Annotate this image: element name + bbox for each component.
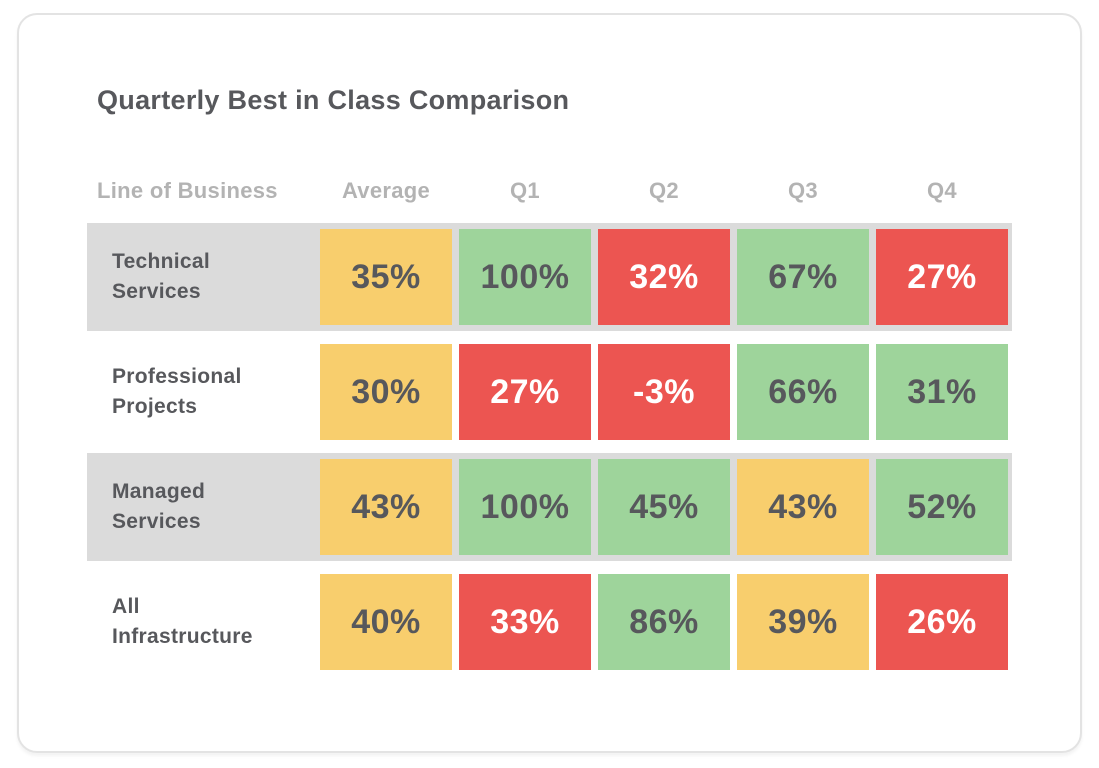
value-cell: 32% (598, 229, 730, 325)
cell-value: 86% (629, 602, 699, 641)
cell-value: 31% (907, 372, 977, 411)
cell-value: 100% (480, 487, 570, 526)
row-label: Technical Services (87, 247, 313, 307)
value-cell: 31% (876, 344, 1008, 440)
value-cell: 100% (459, 459, 591, 555)
column-header-q2: Q2 (649, 178, 679, 203)
column-header-q3: Q3 (788, 178, 818, 203)
column-header-q4: Q4 (927, 178, 957, 203)
cell-value: 39% (768, 602, 838, 641)
value-cell: 66% (737, 344, 869, 440)
cell-value: 30% (351, 372, 421, 411)
cell-value: 66% (768, 372, 838, 411)
value-cell: 26% (876, 574, 1008, 670)
value-cell: 27% (459, 344, 591, 440)
row-label: All Infrastructure (87, 592, 313, 652)
table-row: Managed Services 43% 100% 45% 43% 52% (87, 453, 1012, 561)
value-cell: 35% (320, 229, 452, 325)
row-label-text: Managed Services (112, 480, 206, 533)
row-label-text: Technical Services (112, 250, 211, 303)
column-header-line-of-business: Line of Business (97, 178, 278, 203)
cell-value: 67% (768, 257, 838, 296)
value-cell: 30% (320, 344, 452, 440)
row-label: Professional Projects (87, 362, 313, 422)
value-cell: 43% (737, 459, 869, 555)
cell-value: 45% (629, 487, 699, 526)
cell-value: 33% (490, 602, 560, 641)
table-row: Professional Projects 30% 27% -3% 66% 31… (87, 338, 1012, 446)
value-cell: 67% (737, 229, 869, 325)
row-label-text: All Infrastructure (112, 595, 253, 648)
table-row: All Infrastructure 40% 33% 86% 39% 26% (87, 568, 1012, 676)
cell-value: 32% (629, 257, 699, 296)
cell-value: 40% (351, 602, 421, 641)
cell-value: 27% (907, 257, 977, 296)
value-cell: 33% (459, 574, 591, 670)
value-cell: -3% (598, 344, 730, 440)
cell-value: 52% (907, 487, 977, 526)
cell-value: 26% (907, 602, 977, 641)
value-cell: 86% (598, 574, 730, 670)
value-cell: 40% (320, 574, 452, 670)
column-header-q1: Q1 (510, 178, 540, 203)
value-cell: 43% (320, 459, 452, 555)
row-label-text: Professional Projects (112, 365, 242, 418)
value-cell: 45% (598, 459, 730, 555)
row-label: Managed Services (87, 477, 313, 537)
value-cell: 52% (876, 459, 1008, 555)
comparison-card: Quarterly Best in Class Comparison Line … (17, 13, 1082, 753)
table-header: Line of Business Average Q1 Q2 Q3 Q4 (87, 178, 1015, 204)
value-cell: 27% (876, 229, 1008, 325)
cell-value: 27% (490, 372, 560, 411)
cell-value: 43% (768, 487, 838, 526)
page-title: Quarterly Best in Class Comparison (97, 85, 570, 115)
table-row: Technical Services 35% 100% 32% 67% 27% (87, 223, 1012, 331)
column-header-average: Average (341, 178, 431, 203)
value-cell: 100% (459, 229, 591, 325)
cell-value: -3% (633, 372, 695, 411)
cell-value: 100% (480, 257, 570, 296)
cell-value: 35% (351, 257, 421, 296)
cell-value: 43% (351, 487, 421, 526)
comparison-table: Technical Services 35% 100% 32% 67% 27% … (87, 223, 1015, 683)
value-cell: 39% (737, 574, 869, 670)
